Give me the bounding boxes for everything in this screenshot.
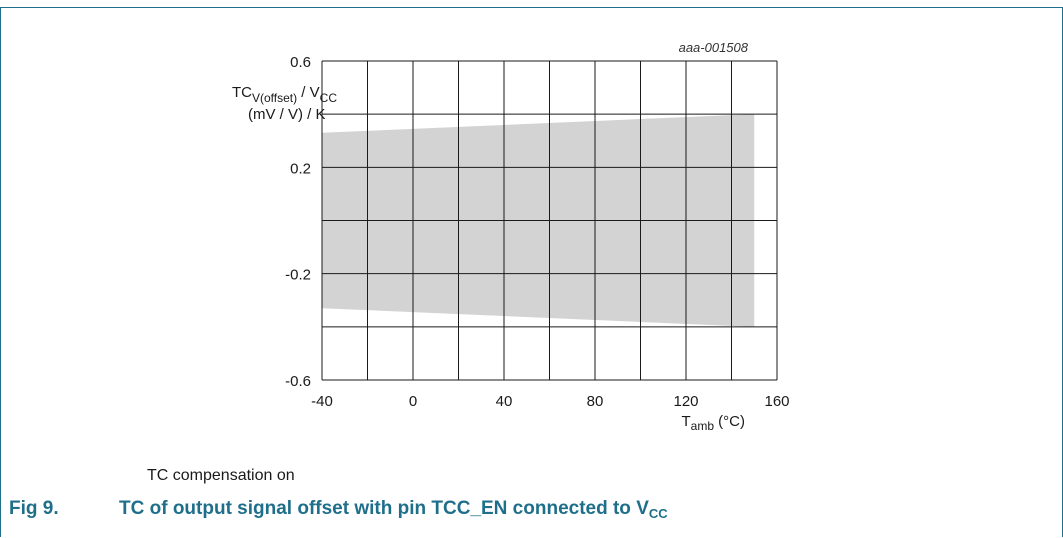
x-tick-label: 0 [409, 393, 417, 410]
y-axis-title-sub2: CC [320, 91, 338, 105]
figure-caption: Fig 9. TC of output signal offset with pi… [9, 498, 668, 521]
x-axis-title-main: T [681, 413, 690, 430]
figure-caption-text: TC of output signal offset with pin TCC_… [119, 498, 649, 519]
x-tick-label: 120 [673, 393, 698, 410]
y-tick-label: 0.6 [290, 54, 311, 71]
x-axis-title: Tamb (°C) [681, 413, 745, 433]
figure-caption-label: Fig 9. [9, 498, 59, 519]
y-axis-title-main: TC [232, 84, 252, 101]
y-tick-label: 0.2 [290, 160, 311, 177]
figure-caption-sub: CC [648, 506, 668, 521]
x-tick-label: 40 [496, 393, 513, 410]
y-axis-title-line2: (mV / V) / K [248, 106, 326, 123]
y-axis-title-line1: TCV(offset) / VCC [232, 84, 337, 105]
y-tick-label: -0.6 [285, 373, 311, 390]
x-tick-label: 160 [764, 393, 789, 410]
figure-reference-id: aaa-001508 [679, 40, 749, 55]
x-axis-title-sub: amb [691, 419, 715, 433]
tick-layer: -40 0 40 80 120 160 0.6 0.2 -0.2 -0.6 [285, 54, 789, 410]
x-tick-label: -40 [311, 393, 333, 410]
grid-layer [321, 60, 778, 381]
y-axis-title-sub: V(offset) [252, 91, 297, 105]
figure-note: TC compensation on [147, 467, 295, 484]
x-axis-title-unit: (°C) [714, 413, 745, 430]
y-tick-label: -0.2 [285, 267, 311, 284]
figure-frame-top-border [0, 7, 1063, 8]
y-axis-title-mid: / V [297, 84, 320, 101]
x-tick-label: 80 [587, 393, 604, 410]
